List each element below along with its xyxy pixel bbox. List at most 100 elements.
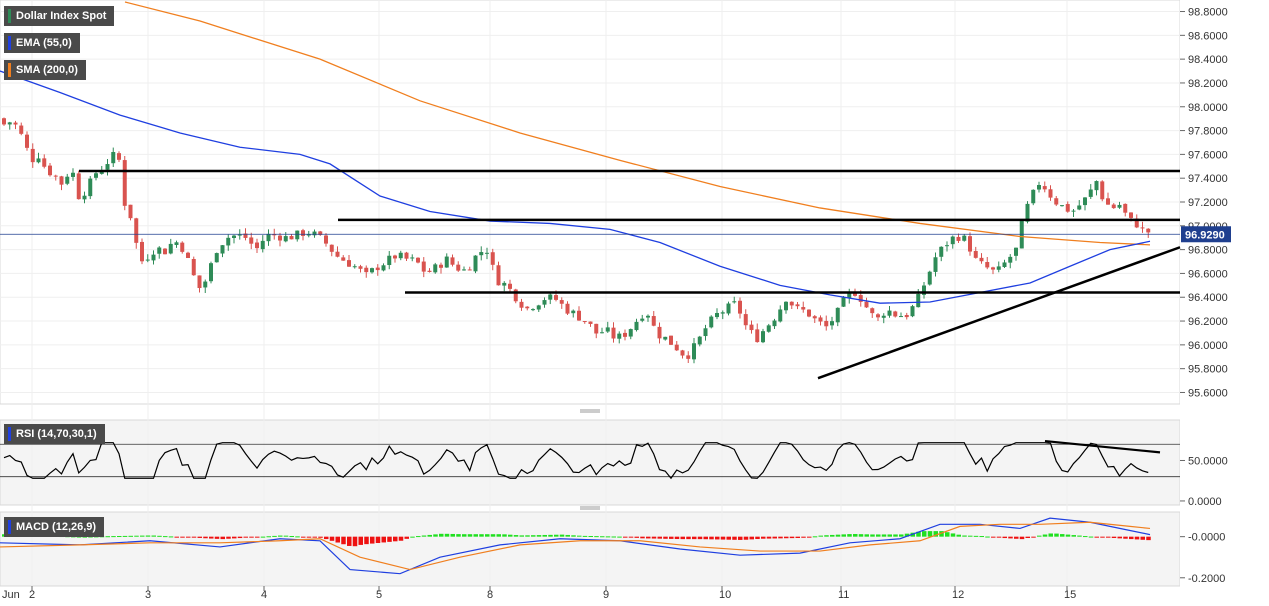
macd-bar: [542, 534, 547, 537]
macd-bar: [847, 534, 852, 537]
macd-bar: [312, 536, 317, 538]
macd-bar: [945, 532, 950, 537]
candle-body: [433, 264, 438, 273]
rsi-y-tick-label: 0.0000: [1188, 496, 1222, 508]
candle-body: [1048, 189, 1053, 198]
candle-body: [692, 343, 696, 360]
macd-bar: [1019, 536, 1025, 540]
candle-body: [7, 122, 12, 125]
macd-bar: [899, 534, 904, 537]
candle-body: [249, 237, 254, 244]
macd-bar: [122, 535, 128, 537]
macd-bar: [669, 536, 674, 539]
macd-bar: [1042, 534, 1048, 537]
macd-bar: [462, 534, 467, 537]
candle-body: [335, 251, 340, 257]
macd-bar: [571, 535, 576, 537]
candle-body: [887, 310, 892, 316]
macd-bar: [1037, 535, 1042, 537]
candle-body: [140, 241, 144, 262]
y-tick-label: 96.8000: [1188, 245, 1228, 257]
y-tick-label: 97.8000: [1188, 126, 1228, 138]
candle-body: [749, 324, 754, 331]
macd-bar: [341, 536, 346, 545]
candle-body: [341, 257, 346, 261]
candle-body: [485, 252, 489, 254]
legend-rsi[interactable]: RSI (14,70,30,1): [4, 424, 105, 444]
candle-body: [1014, 247, 1018, 256]
candle-body: [513, 289, 518, 302]
x-tick-label: 9: [603, 589, 609, 601]
candle-body: [220, 245, 225, 254]
candle-body: [117, 153, 121, 160]
candle-body: [444, 256, 449, 268]
macd-bar: [117, 536, 122, 538]
legend-ema[interactable]: EMA (55,0): [4, 33, 80, 53]
candle-body: [352, 266, 357, 268]
macd-bar: [191, 536, 197, 538]
macd-bar: [82, 536, 87, 538]
macd-bar: [1111, 536, 1117, 539]
macd-bar: [88, 536, 93, 538]
macd-bar: [364, 536, 369, 545]
candle-body: [548, 294, 553, 300]
candle-body: [985, 262, 990, 268]
candle-body: [830, 321, 834, 326]
macd-bar: [209, 536, 214, 539]
legend-macd[interactable]: MACD (12,26,9): [4, 517, 105, 537]
candle-body: [151, 254, 156, 261]
candle-body: [910, 306, 915, 317]
macd-bar: [232, 536, 237, 539]
candle-body: [82, 195, 87, 200]
macd-bar: [508, 534, 513, 537]
macd-bar: [105, 536, 110, 538]
macd-bar: [157, 535, 162, 537]
candle-body: [726, 303, 731, 314]
candle-body: [295, 230, 300, 240]
macd-bar: [260, 536, 266, 538]
candle-body: [554, 295, 558, 300]
legend-dollar-index[interactable]: Dollar Index Spot: [4, 6, 115, 26]
macd-panel: [0, 511, 1181, 587]
candle-body: [53, 175, 58, 177]
macd-bar: [456, 534, 461, 537]
macd-bar: [933, 531, 938, 537]
legend-label: RSI (14,70,30,1): [16, 428, 97, 440]
macd-bar: [145, 535, 151, 537]
candle-body: [916, 293, 921, 308]
macd-bar: [1065, 534, 1071, 537]
candle-body: [755, 329, 760, 343]
macd-bar: [387, 536, 392, 542]
y-tick-label: 98.2000: [1188, 78, 1228, 90]
candle-body: [473, 255, 478, 272]
macd-bar: [237, 536, 243, 539]
macd-bar: [548, 534, 553, 537]
candle-body: [180, 242, 185, 252]
candle-body: [841, 297, 846, 307]
candle-body: [324, 235, 328, 244]
macd-bar: [807, 536, 812, 538]
candle-body: [634, 321, 639, 331]
candle-body: [738, 300, 742, 314]
macd-bar: [628, 536, 634, 538]
macd-bar: [864, 534, 869, 537]
macd-bar: [939, 531, 944, 537]
macd-bar: [916, 531, 921, 537]
candle-body: [168, 243, 173, 254]
y-tick-label: 97.6000: [1188, 149, 1228, 161]
candle-body: [94, 173, 98, 178]
candle-body: [1123, 203, 1128, 213]
candle-body: [680, 350, 685, 356]
legend-sma[interactable]: SMA (200,0): [4, 60, 86, 80]
candle-body: [1071, 210, 1076, 212]
candle-body: [450, 257, 455, 265]
macd-bar: [352, 536, 358, 547]
macd-bar: [243, 536, 248, 538]
x-tick-label: 2: [29, 589, 35, 601]
candle-body: [801, 307, 806, 310]
candles-group: [2, 117, 1151, 364]
candle-body: [720, 312, 725, 314]
candle-body: [927, 271, 932, 285]
legend-swatch: [8, 36, 11, 50]
candle-body: [306, 234, 311, 236]
